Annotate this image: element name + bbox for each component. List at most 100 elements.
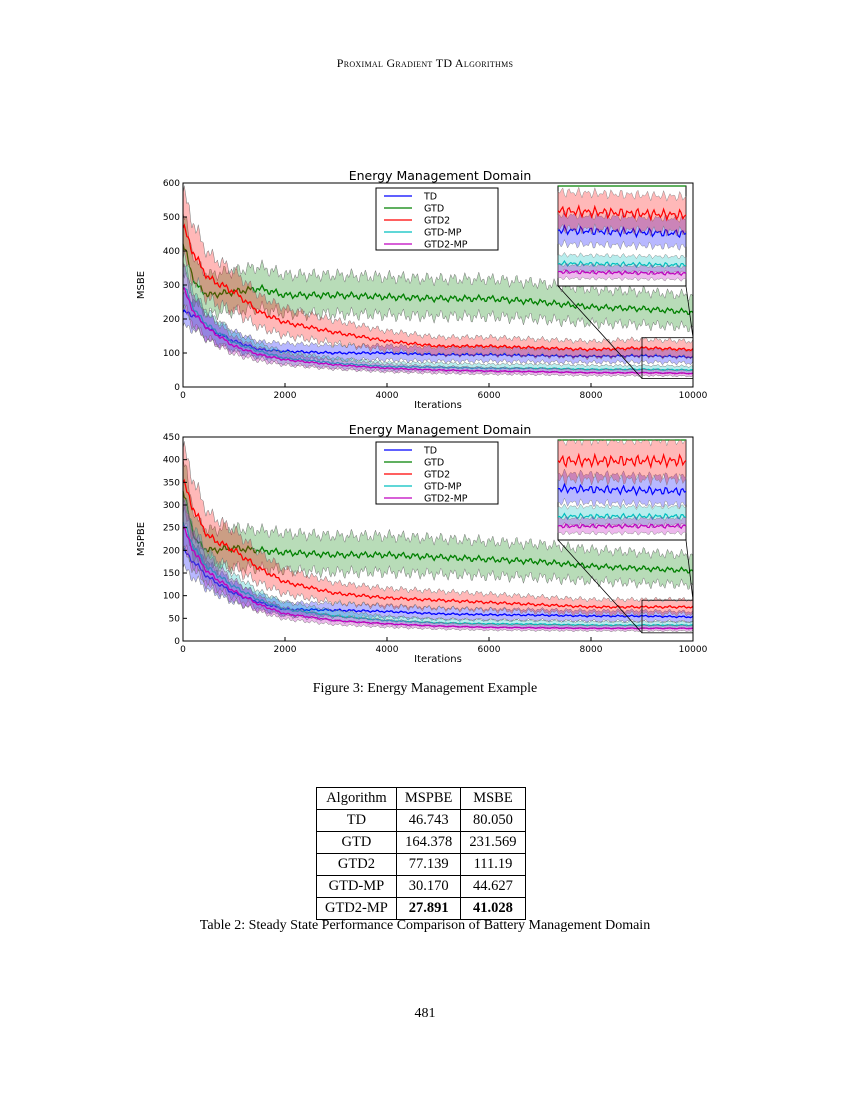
x-tick-label: 2000 — [274, 391, 297, 401]
inset-plot — [557, 185, 687, 282]
x-tick-label: 4000 — [376, 391, 399, 401]
table-header: MSBE — [460, 787, 526, 810]
chart-title: Energy Management Domain — [349, 168, 532, 183]
y-tick-label: 500 — [163, 213, 180, 223]
table-cell: 80.050 — [460, 809, 526, 832]
table-caption: Table 2: Steady State Performance Compar… — [199, 918, 651, 933]
inset-line-gtd-mp — [557, 260, 687, 269]
inset-plot — [557, 439, 687, 536]
inset-line-gtd2 — [557, 452, 687, 470]
y-axis-label: MSBE — [136, 271, 147, 299]
table-row: GTD2 77.139 111.19 — [316, 853, 526, 876]
chart-title: Energy Management Domain — [349, 422, 532, 437]
series-line-gtd2 — [182, 223, 694, 352]
y-tick-label: 450 — [163, 433, 180, 443]
legend-label: GTD2 — [424, 470, 450, 481]
table-cell: GTD2 — [316, 853, 397, 876]
y-tick-label: 100 — [163, 592, 180, 602]
legend-label: TD — [423, 446, 437, 457]
y-tick-label: 300 — [163, 281, 180, 291]
series-line-gtd — [182, 490, 694, 574]
table-cell: 77.139 — [395, 853, 462, 876]
y-tick-label: 0 — [174, 637, 180, 647]
inset-connector — [685, 539, 694, 601]
x-tick-label: 8000 — [580, 645, 603, 655]
table-header: Algorithm — [316, 787, 397, 810]
x-tick-label: 6000 — [478, 645, 501, 655]
y-tick-label: 250 — [163, 524, 180, 534]
table-cell: GTD-MP — [316, 875, 397, 898]
inset-line-gtd-mp — [557, 512, 687, 521]
table-cell: 111.19 — [460, 853, 526, 876]
inset-connector — [685, 285, 694, 338]
inset-line-gtd2-mp — [557, 522, 687, 530]
y-tick-label: 50 — [169, 614, 181, 624]
inset-band-gtd2-mp — [557, 515, 687, 536]
mspbe-chart: Energy Management Domain Iterations MSPBE 0… — [136, 422, 708, 665]
inset-band-gtd2 — [557, 439, 687, 487]
legend-label: GTD — [424, 204, 444, 215]
legend-label: GTD — [424, 458, 444, 469]
y-tick-label: 150 — [163, 569, 180, 579]
series-line-gtd2-mp — [182, 287, 694, 375]
inset-connector — [557, 539, 643, 634]
table-cell: GTD2-MP — [316, 897, 397, 920]
table-cell: 46.743 — [395, 809, 462, 832]
x-tick-label: 2000 — [274, 645, 297, 655]
y-tick-label: 600 — [163, 179, 180, 189]
zoom-region — [641, 337, 694, 379]
inset-connector — [557, 285, 643, 379]
table-cell: 41.028 — [460, 897, 526, 920]
y-tick-label: 200 — [163, 315, 180, 325]
series-line-gtd — [182, 243, 694, 316]
x-axis-label: Iterations — [414, 400, 462, 411]
series-line-gtd2 — [182, 478, 694, 610]
legend-label: GTD2 — [424, 216, 450, 227]
table-cell: TD — [316, 809, 397, 832]
table-header: MSPBE — [395, 787, 462, 810]
y-tick-label: 400 — [163, 247, 180, 257]
series-line-td — [182, 547, 694, 619]
zoom-region — [641, 599, 694, 634]
table-row: GTD 164.378 231.569 — [316, 831, 526, 854]
plot-frame — [182, 436, 694, 642]
x-tick-label: 8000 — [580, 391, 603, 401]
y-axis-label: MSPBE — [136, 522, 147, 556]
msbe-chart: Energy Management Domain Iterations MSBE 0 2… — [136, 168, 708, 411]
inset-line-gtd2-mp — [557, 269, 687, 277]
y-tick-label: 100 — [163, 349, 180, 359]
legend-label: TD — [423, 192, 437, 203]
series-line-td — [182, 309, 694, 359]
x-tick-label: 0 — [180, 391, 186, 401]
table-cell: 30.170 — [395, 875, 462, 898]
table-cell: 44.627 — [460, 875, 526, 898]
series-line-gtd2-mp — [182, 525, 694, 630]
x-tick-label: 10000 — [679, 645, 708, 655]
x-axis-label: Iterations — [414, 654, 462, 665]
x-tick-label: 4000 — [376, 645, 399, 655]
legend-box — [375, 441, 499, 505]
table-header-row: Algorithm MSPBE MSBE — [316, 787, 526, 810]
legend-box — [375, 187, 499, 251]
y-tick-label: 350 — [163, 478, 180, 488]
inset-line-gtd2 — [557, 204, 687, 222]
table-row: GTD-MP 30.170 44.627 — [316, 875, 526, 898]
inset-band-gtd2-mp — [557, 262, 687, 282]
inset-line-td — [557, 482, 687, 497]
table-row: TD 46.743 80.050 — [316, 809, 526, 832]
y-tick-label: 0 — [174, 383, 180, 393]
plot-area — [182, 185, 694, 378]
inset-line-td — [557, 224, 687, 239]
y-tick-label: 300 — [163, 501, 180, 511]
x-tick-label: 0 — [180, 645, 186, 655]
y-tick-label: 400 — [163, 456, 180, 466]
figure-caption: Figure 3: Energy Management Example — [312, 681, 538, 696]
x-tick-label: 10000 — [679, 391, 708, 401]
table-cell: 164.378 — [395, 831, 462, 854]
x-tick-label: 6000 — [478, 391, 501, 401]
page-number: 481 — [414, 1006, 436, 1021]
running-header: Proximal Gradient TD Algorithms — [336, 56, 514, 70]
legend-label: GTD-MP — [424, 228, 462, 239]
y-tick-label: 200 — [163, 546, 180, 556]
